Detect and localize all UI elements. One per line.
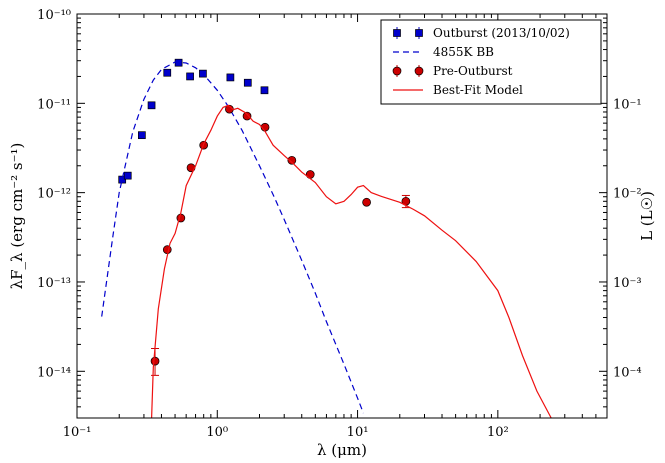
outburst-point xyxy=(226,73,235,82)
y2-axis-label: L (L☉) xyxy=(638,191,656,241)
y-axis-label: λF_λ (erg cm⁻² s⁻¹) xyxy=(8,143,26,290)
y-tick-label: 10⁻¹⁰ xyxy=(37,8,71,23)
pre-outburst-point xyxy=(162,245,172,255)
legend-label: Outburst (2013/10/02) xyxy=(433,26,570,40)
legend-label: 4855K BB xyxy=(433,45,494,59)
outburst-point xyxy=(243,78,252,87)
series-layer xyxy=(101,58,552,418)
y2-tick-label: 10⁻² xyxy=(613,187,642,202)
legend: Outburst (2013/10/02) 4855K BB Pre-Outburs… xyxy=(380,19,602,105)
y2-tick-label: 10⁻¹ xyxy=(613,97,642,112)
legend-marker xyxy=(414,66,424,76)
x-tick-label: 10⁻¹ xyxy=(63,425,92,440)
y2-tick-label: 10⁻⁴ xyxy=(613,365,642,380)
model-curve xyxy=(151,104,552,418)
outburst-point xyxy=(118,175,127,184)
pre-outburst-point xyxy=(362,197,371,207)
outburst-point xyxy=(138,131,146,140)
x-tick-label: 10² xyxy=(487,425,509,440)
outburst-point xyxy=(123,171,132,180)
outburst-point xyxy=(260,86,269,95)
outburst-point xyxy=(163,68,172,77)
y-tick-label: 10⁻¹³ xyxy=(37,276,71,291)
x-axis-label: λ (μm) xyxy=(317,441,367,459)
y-tick-label: 10⁻¹⁴ xyxy=(37,365,71,380)
y-tick-label: 10⁻¹¹ xyxy=(37,97,71,112)
legend-marker xyxy=(393,29,401,37)
pre-outburst-point xyxy=(150,356,160,366)
blackbody-curve xyxy=(101,61,364,414)
legend-label: Best-Fit Model xyxy=(433,83,523,97)
legend-marker xyxy=(415,29,423,37)
pre-outburst-point xyxy=(242,111,252,121)
legend-marker xyxy=(392,66,402,76)
x-tick-label: 10¹ xyxy=(347,425,369,440)
legend-label: Pre-Outburst xyxy=(433,64,513,78)
pre-outburst-point xyxy=(287,155,297,165)
y2-tick-label: 10⁻³ xyxy=(613,276,642,291)
outburst-point xyxy=(147,101,156,110)
y-tick-label: 10⁻¹² xyxy=(37,187,71,202)
plot-frame xyxy=(76,13,608,419)
x-tick-label: 10⁰ xyxy=(206,425,228,440)
outburst-point xyxy=(186,72,194,81)
ticks-layer: 10⁻¹ 10⁰ 10¹ 10² 10⁻¹⁰ 10⁻¹¹ 10⁻¹² 10⁻¹³ 10⁻¹⁴ 10… xyxy=(37,8,641,440)
